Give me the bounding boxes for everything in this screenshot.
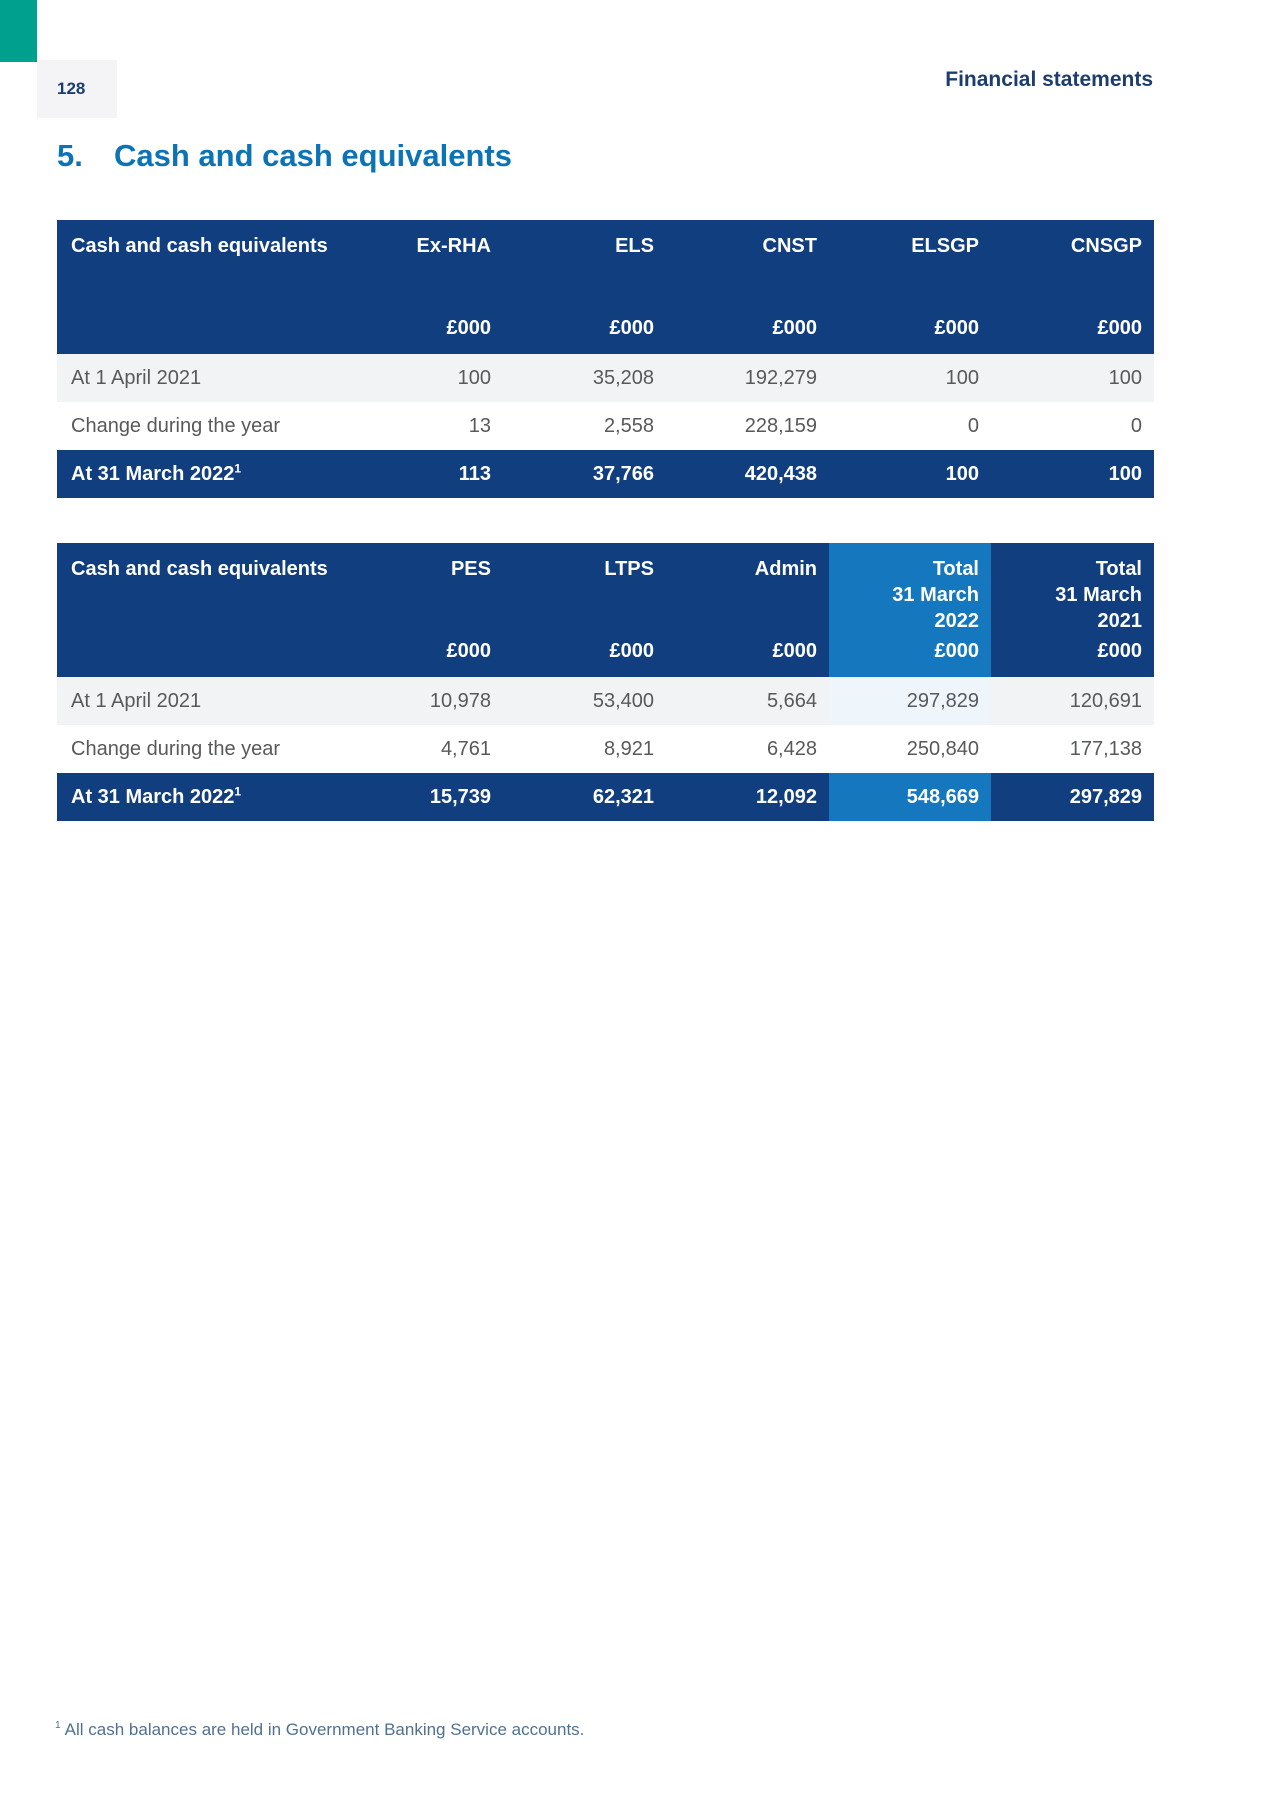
row-label-text: At 31 March 2022 — [71, 785, 235, 808]
column-header: Ex-RHA — [416, 235, 491, 257]
footnote-reference: 1 — [234, 460, 242, 475]
cell-value: 100 — [340, 354, 503, 402]
table-row: Change during the year 13 2,558 228,159 … — [57, 402, 1154, 450]
table1-col-elsgp: ELSGP £000 — [829, 220, 991, 354]
footnote-reference: 1 — [234, 783, 242, 798]
column-header: Cash and cash equivalents — [71, 235, 328, 257]
row-label: At 1 April 2021 — [57, 354, 340, 402]
cell-value: 100 — [829, 354, 991, 402]
table2-label-header: Cash and cash equivalents — [57, 543, 340, 677]
unit-label: £000 — [1097, 317, 1143, 339]
unit-label: £000 — [609, 317, 655, 339]
cell-value: 53,400 — [503, 677, 666, 725]
cell-value: 192,279 — [666, 354, 829, 402]
table2-col-pes: PES £000 — [340, 543, 503, 677]
footnote-marker: 1 — [55, 1720, 61, 1732]
column-header: CNSGP — [1070, 235, 1142, 257]
cell-value: 0 — [991, 402, 1154, 450]
cell-value: 100 — [991, 450, 1154, 498]
column-header: CNST — [762, 235, 817, 257]
unit-label: £000 — [609, 640, 655, 662]
cell-value: 297,829 — [829, 677, 991, 725]
cell-value: 177,138 — [991, 725, 1154, 773]
row-label: Change during the year — [57, 725, 340, 773]
table1-col-cnst: CNST £000 — [666, 220, 829, 354]
cell-value: 5,664 — [666, 677, 829, 725]
cash-equivalents-table-1: Cash and cash equivalents Ex-RHA £000 ELS… — [57, 220, 1154, 498]
cell-value: 100 — [991, 354, 1154, 402]
teal-accent-block — [0, 0, 37, 62]
row-label-text: At 31 March 2022 — [71, 462, 235, 485]
section-title: Cash and cash equivalents — [114, 138, 512, 173]
table-total-row: At 31 March 20221 113 37,766 420,438 100… — [57, 450, 1154, 498]
cell-value: 37,766 — [503, 450, 666, 498]
cell-value: 113 — [340, 450, 503, 498]
section-number: 5. — [57, 138, 83, 173]
row-label: Change during the year — [57, 402, 340, 450]
page-number: 128 — [57, 79, 86, 98]
column-header: Total 31 March 2021 — [1055, 558, 1142, 632]
unit-label: £000 — [772, 317, 818, 339]
table-total-row: At 31 March 20221 15,739 62,321 12,092 5… — [57, 773, 1154, 821]
table1-col-cnsgp: CNSGP £000 — [991, 220, 1154, 354]
row-label: At 1 April 2021 — [57, 677, 340, 725]
page-number-box: 128 — [37, 60, 117, 118]
footnote-text: All cash balances are held in Government… — [64, 1720, 585, 1739]
row-label: At 31 March 20221 — [57, 450, 340, 498]
table2-header-row: Cash and cash equivalents PES £000 LTPS £0… — [57, 543, 1154, 677]
column-header: ELSGP — [911, 235, 979, 257]
cell-value: 12,092 — [666, 773, 829, 821]
column-header: LTPS — [604, 558, 654, 580]
unit-label: £000 — [1097, 640, 1143, 662]
cell-value: 420,438 — [666, 450, 829, 498]
cell-value: 62,321 — [503, 773, 666, 821]
unit-label: £000 — [934, 317, 980, 339]
column-header: Total 31 March 2022 — [892, 558, 979, 632]
cell-value: 8,921 — [503, 725, 666, 773]
cell-value: 120,691 — [991, 677, 1154, 725]
cell-value: 4,761 — [340, 725, 503, 773]
cell-value: 100 — [829, 450, 991, 498]
footnote: 1 All cash balances are held in Governmen… — [55, 1720, 584, 1740]
unit-label: £000 — [446, 640, 492, 662]
column-header: ELS — [615, 235, 654, 257]
cell-value: 297,829 — [991, 773, 1154, 821]
column-header: Admin — [754, 558, 817, 580]
table1-header-row: Cash and cash equivalents Ex-RHA £000 ELS… — [57, 220, 1154, 354]
table-row: At 1 April 2021 10,978 53,400 5,664 297,… — [57, 677, 1154, 725]
cell-value: 13 — [340, 402, 503, 450]
table2-col-admin: Admin £000 — [666, 543, 829, 677]
table1-col-els: ELS £000 — [503, 220, 666, 354]
unit-label: £000 — [446, 317, 492, 339]
cash-equivalents-table-2: Cash and cash equivalents PES £000 LTPS £0… — [57, 543, 1154, 821]
table-row: Change during the year 4,761 8,921 6,428… — [57, 725, 1154, 773]
cell-value: 35,208 — [503, 354, 666, 402]
table2-col-total-2022: Total 31 March 2022 £000 — [829, 543, 991, 677]
cell-value: 15,739 — [340, 773, 503, 821]
cell-value: 6,428 — [666, 725, 829, 773]
table1-col-exrha: Ex-RHA £000 — [340, 220, 503, 354]
table2-col-total-2021: Total 31 March 2021 £000 — [991, 543, 1154, 677]
section-heading: 5. Cash and cash equivalents — [57, 138, 512, 174]
column-header: PES — [450, 558, 491, 580]
column-header: Cash and cash equivalents — [71, 558, 328, 580]
cell-value: 10,978 — [340, 677, 503, 725]
cell-value: 2,558 — [503, 402, 666, 450]
table2-col-ltps: LTPS £000 — [503, 543, 666, 677]
table-row: At 1 April 2021 100 35,208 192,279 100 1… — [57, 354, 1154, 402]
running-header: Financial statements — [945, 68, 1153, 91]
unit-label: £000 — [772, 640, 818, 662]
cell-value: 228,159 — [666, 402, 829, 450]
row-label: At 31 March 20221 — [57, 773, 340, 821]
cell-value: 0 — [829, 402, 991, 450]
table1-label-header: Cash and cash equivalents — [57, 220, 340, 354]
cell-value: 548,669 — [829, 773, 991, 821]
cell-value: 250,840 — [829, 725, 991, 773]
unit-label: £000 — [934, 640, 980, 662]
